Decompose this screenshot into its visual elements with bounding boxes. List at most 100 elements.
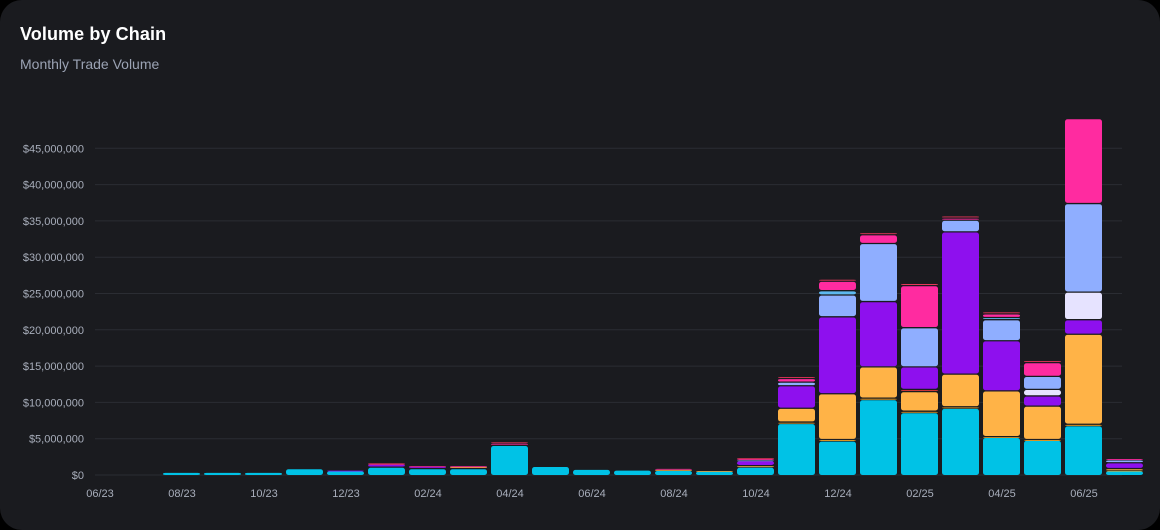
bar-segment (778, 386, 815, 408)
bar-segment (737, 461, 774, 465)
bar-segment (819, 279, 856, 281)
bar-stack (163, 472, 200, 475)
bar-segment (1065, 424, 1102, 426)
bar-segment (983, 437, 1020, 475)
bar-segment (491, 443, 528, 445)
bar-segment (655, 468, 692, 470)
bar-segment (1065, 426, 1102, 475)
bar-segment (491, 442, 528, 444)
bar-segment (573, 469, 610, 475)
bar-segment (983, 391, 1020, 436)
bar-segment (942, 218, 979, 220)
bar-segment (942, 216, 979, 218)
x-tick-label: 10/23 (250, 488, 278, 500)
x-axis: 06/23 08/23 10/23 12/23 02/24 04/24 06/24 08/24… (86, 488, 1098, 500)
bar-stack (901, 284, 938, 475)
x-tick-label: 06/25 (1070, 488, 1098, 500)
bar-segment (983, 341, 1020, 391)
bar-segment (1024, 406, 1061, 439)
bar-segment (819, 291, 856, 295)
bar-segment (737, 467, 774, 475)
bar-stack (737, 458, 774, 475)
y-tick-label: $35,000,000 (23, 216, 84, 228)
bar-stack (819, 279, 856, 475)
y-tick-label: $20,000,000 (23, 325, 84, 337)
bar-stack (368, 463, 405, 475)
bar-segment (778, 422, 815, 424)
bar-segment (901, 392, 938, 411)
bar-segment (1024, 440, 1061, 441)
bar-segment (860, 367, 897, 398)
bar-segment (1106, 460, 1143, 463)
x-tick-label: 04/24 (496, 488, 524, 500)
bar-segment (819, 295, 856, 317)
bar-segment (245, 472, 282, 475)
bar-stack (860, 233, 897, 475)
bar-segment (1106, 463, 1143, 468)
bar-segment (942, 232, 979, 374)
bar-stack (655, 468, 692, 475)
bar-segment (327, 470, 364, 472)
y-tick-label: $15,000,000 (23, 361, 84, 373)
bar-segment (737, 460, 774, 462)
bar-segment (860, 400, 897, 475)
bar-segment (778, 382, 815, 386)
bar-segment (778, 408, 815, 422)
bar-segment (409, 467, 446, 468)
bar-stack (450, 466, 487, 475)
y-tick-label: $45,000,000 (23, 143, 84, 155)
bar-segment (983, 314, 1020, 317)
bar-segment (860, 233, 897, 235)
bar-segment (368, 467, 405, 475)
bar-segment (819, 394, 856, 439)
bar-segment (409, 469, 446, 475)
bar-segment (983, 320, 1020, 341)
bar-segment (901, 411, 938, 413)
bar-segment (942, 407, 979, 409)
bar-segment (901, 284, 938, 285)
bar-segment (901, 286, 938, 328)
bar-segment (737, 459, 774, 460)
bar-segment (819, 440, 856, 441)
bar-stack (532, 467, 569, 475)
bar-segment (819, 281, 856, 291)
bar-segment (860, 235, 897, 243)
bar-segment (901, 367, 938, 389)
x-tick-label: 12/24 (824, 488, 852, 500)
x-tick-label: 02/25 (906, 488, 934, 500)
bar-segment (1065, 204, 1102, 292)
bar-segment (1024, 396, 1061, 406)
bar-segment (204, 472, 241, 475)
bar-segment (450, 466, 487, 468)
bar-segment (983, 437, 1020, 439)
bar-stack (286, 469, 323, 475)
bar-segment (286, 469, 323, 475)
bar-stack (204, 472, 241, 475)
bar-segment (778, 376, 815, 378)
bar-stack (327, 470, 364, 475)
bar-segment (778, 379, 815, 382)
bar-segment (778, 424, 815, 475)
x-tick-label: 12/23 (332, 488, 360, 500)
bar-stack (696, 471, 733, 475)
bar-segment (409, 466, 446, 468)
bar-stack (983, 312, 1020, 475)
bar-segment (737, 466, 774, 468)
bar-stack (409, 466, 446, 475)
bar-segment (1024, 361, 1061, 362)
x-tick-label: 04/25 (988, 488, 1016, 500)
bar-segment (1106, 470, 1143, 472)
bar-segment (1106, 471, 1143, 475)
bar-stack (614, 470, 651, 475)
bar-stack (1024, 361, 1061, 475)
bar-segment (860, 398, 897, 400)
x-tick-label: 06/23 (86, 488, 114, 500)
x-tick-label: 08/23 (168, 488, 196, 500)
bar-segment (1065, 320, 1102, 334)
bar-segment (819, 317, 856, 394)
bar-stack (573, 469, 610, 475)
bar-segment (532, 467, 569, 475)
chart-title: Volume by Chain (20, 24, 167, 44)
